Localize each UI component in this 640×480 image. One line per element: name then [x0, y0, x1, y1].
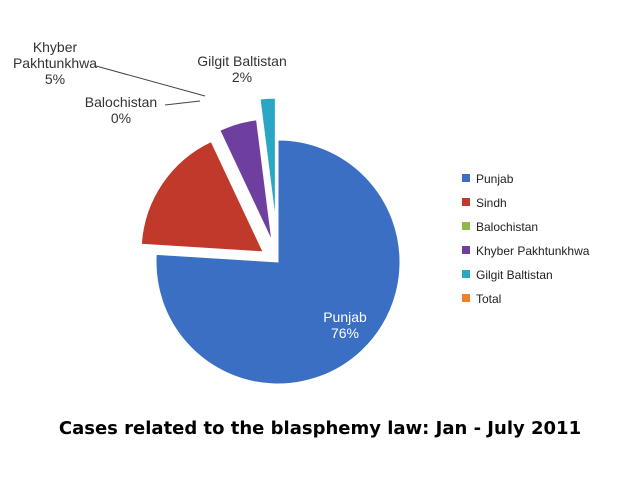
leader-lines [95, 65, 206, 106]
slice-label-punjab: Punjab 76% [323, 309, 367, 341]
legend: Punjab Sindh Balochistan Khyber Pakhtunkhwa… [462, 172, 590, 306]
legend-label-gilgit-baltistan: Gilgit Baltistan [476, 268, 553, 282]
legend-swatch-total [462, 294, 470, 302]
legend-swatch-khyber-pakhtunkhwa [462, 246, 470, 254]
legend-label-balochistan: Balochistan [476, 220, 538, 234]
slice-label-khyber-pakhtunkhwa: Khyber Pakhtunkhwa 5% [13, 39, 97, 87]
slice-labels: Punjab 76% Sindh 17% Balochistan 0% Khyber Pakh… [13, 39, 367, 341]
legend-label-sindh: Sindh [476, 196, 507, 210]
slice-label-balochistan: Balochistan 0% [85, 94, 157, 126]
leader-line-balochistan [164, 100, 201, 106]
legend-swatch-balochistan [462, 222, 470, 230]
pie-slice-sindh [140, 140, 264, 253]
pie-slice-khyber-pakhtunkhwa [219, 119, 273, 242]
legend-swatch-sindh [462, 198, 470, 206]
legend-label-total: Total [476, 292, 501, 306]
pie-slice-gilgit-baltistan [259, 97, 276, 221]
chart-title: Cases related to the blasphemy law: Jan … [58, 418, 582, 439]
slice-label-gilgit-baltistan: Gilgit Baltistan 2% [197, 53, 286, 85]
pie-slices [140, 97, 401, 385]
legend-swatch-punjab [462, 174, 470, 182]
pie-slice-punjab [155, 139, 401, 385]
legend-label-punjab: Punjab [476, 172, 514, 186]
legend-swatch-gilgit-baltistan [462, 270, 470, 278]
legend-label-khyber-pakhtunkhwa: Khyber Pakhtunkhwa [476, 244, 590, 258]
slice-label-sindh: Sindh 17% [130, 155, 166, 187]
leader-line-khyber-pakhtunkhwa [95, 65, 206, 97]
